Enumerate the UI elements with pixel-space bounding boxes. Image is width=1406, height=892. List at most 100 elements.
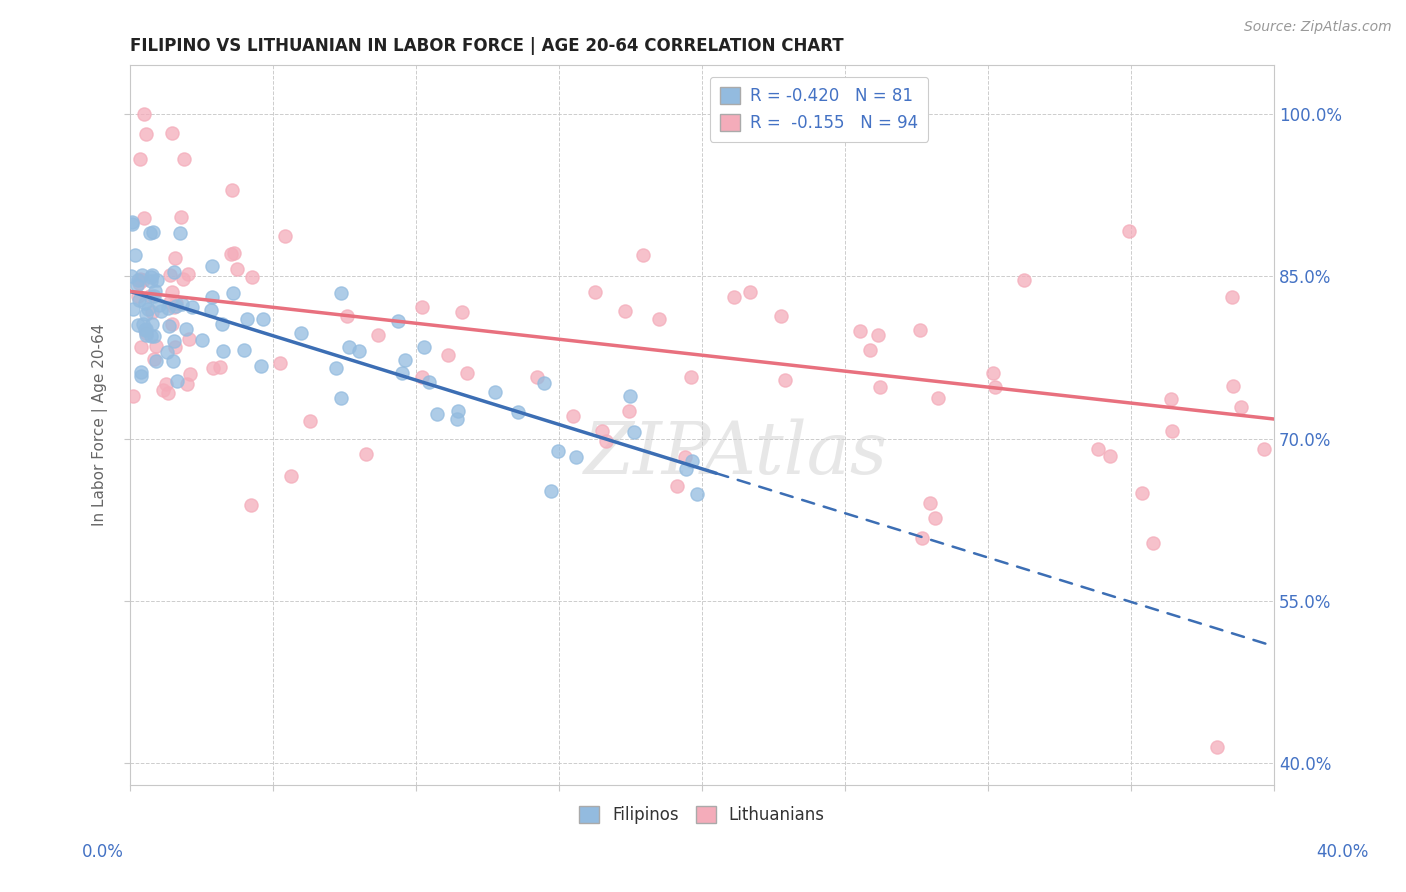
Point (135, 326, 157, 340)
Point (252, 312, 274, 326)
Point (129, 368, 152, 383)
Point (349, 344, 371, 359)
Point (143, 284, 166, 298)
Point (673, 450, 696, 464)
Point (447, 404, 470, 418)
Point (337, 340, 360, 354)
Point (1229, 400, 1251, 414)
Point (723, 290, 745, 304)
Point (135, 307, 157, 321)
Point (150, 304, 173, 318)
Point (239, 498, 262, 512)
Point (623, 425, 645, 439)
Point (176, 267, 198, 281)
Point (141, 268, 163, 282)
Point (121, 215, 143, 229)
Point (679, 370, 702, 384)
Point (391, 366, 413, 380)
Text: FILIPINO VS LITHUANIAN IN LABOR FORCE | AGE 20-64 CORRELATION CHART: FILIPINO VS LITHUANIAN IN LABOR FORCE | … (129, 37, 844, 55)
Point (868, 327, 890, 342)
Point (129, 152, 152, 166)
Y-axis label: In Labor Force | Age 20-64: In Labor Force | Age 20-64 (93, 324, 108, 526)
Point (155, 376, 177, 391)
Point (394, 353, 416, 368)
Point (159, 294, 181, 309)
Point (274, 228, 297, 243)
Point (583, 285, 606, 300)
Point (280, 469, 302, 483)
Point (212, 343, 235, 358)
Point (125, 277, 148, 292)
Point (131, 268, 153, 282)
Point (665, 479, 688, 493)
Point (1160, 392, 1182, 407)
Point (139, 274, 162, 288)
Point (169, 227, 191, 241)
Point (236, 311, 259, 326)
Point (132, 211, 155, 225)
Point (411, 300, 433, 314)
Point (157, 319, 180, 334)
Point (127, 318, 149, 332)
Point (135, 128, 157, 142)
Point (233, 343, 256, 358)
Point (354, 447, 377, 461)
Point (387, 314, 409, 328)
Point (561, 409, 583, 423)
Point (160, 285, 183, 299)
Point (595, 434, 617, 449)
Point (451, 305, 474, 319)
Point (138, 226, 160, 240)
Point (329, 392, 352, 406)
Point (533, 376, 555, 391)
Point (648, 312, 671, 326)
Point (336, 309, 359, 323)
Point (1161, 424, 1184, 438)
Point (858, 343, 880, 357)
Point (141, 305, 163, 319)
Point (426, 407, 449, 421)
Point (156, 301, 179, 315)
Point (1118, 224, 1140, 238)
Point (329, 285, 352, 300)
Point (162, 126, 184, 140)
Point (152, 383, 174, 397)
Point (413, 340, 436, 354)
Point (1222, 379, 1244, 393)
Point (1220, 290, 1243, 304)
Point (484, 384, 506, 399)
Text: ZIPAtlas: ZIPAtlas (585, 418, 889, 489)
Point (675, 462, 697, 476)
Legend: Filipinos, Lithuanians: Filipinos, Lithuanians (572, 799, 831, 830)
Point (174, 322, 197, 336)
Point (1130, 486, 1153, 500)
Point (201, 289, 224, 303)
Text: 0.0%: 0.0% (82, 843, 124, 861)
Point (146, 273, 169, 287)
Point (132, 317, 155, 331)
Point (134, 296, 156, 310)
Point (160, 318, 183, 332)
Point (411, 369, 433, 384)
Point (224, 246, 246, 260)
Point (163, 265, 186, 279)
Point (129, 365, 152, 379)
Point (221, 183, 243, 197)
Point (142, 289, 165, 303)
Point (200, 303, 222, 318)
Point (177, 332, 200, 346)
Point (141, 317, 163, 331)
Point (770, 309, 793, 323)
Point (325, 360, 347, 375)
Point (848, 324, 870, 338)
Point (920, 496, 942, 510)
Point (506, 404, 529, 418)
Point (869, 380, 891, 394)
Point (127, 273, 149, 287)
Point (686, 487, 709, 501)
Point (173, 152, 195, 166)
Point (162, 354, 184, 368)
Point (540, 483, 562, 498)
Point (446, 411, 468, 425)
Point (211, 317, 233, 331)
